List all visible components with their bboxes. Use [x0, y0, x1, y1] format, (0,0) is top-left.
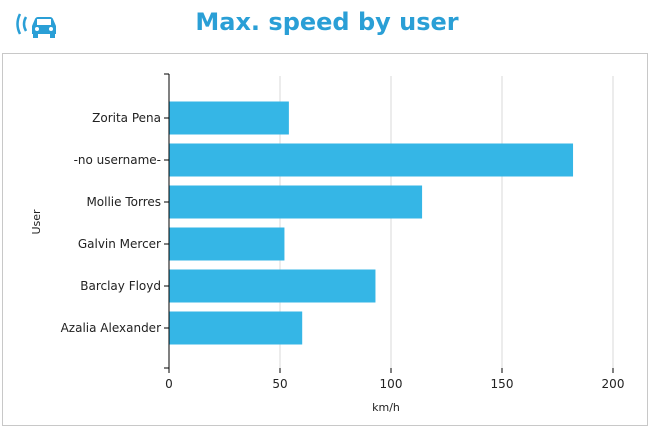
category-label: Barclay Floyd: [80, 279, 161, 293]
bar: [169, 227, 285, 261]
x-tick-label: 100: [380, 377, 403, 391]
bar: [169, 143, 574, 177]
car-signal-icon: [16, 13, 56, 38]
x-tick-label: 0: [165, 377, 173, 391]
bar: [169, 185, 423, 219]
chart-panel: [2, 53, 648, 426]
page-title: Max. speed by user: [195, 8, 459, 36]
x-tick-label: 150: [491, 377, 514, 391]
bar: [169, 269, 376, 303]
x-axis-title: km/h: [372, 401, 400, 414]
y-axis-title: User: [30, 209, 43, 235]
category-label: Galvin Mercer: [78, 237, 161, 251]
category-label: Zorita Pena: [92, 111, 161, 125]
x-tick-label: 200: [602, 377, 625, 391]
category-label: -no username-: [74, 153, 161, 167]
category-label: Mollie Torres: [86, 195, 161, 209]
category-label: Azalia Alexander: [61, 321, 161, 335]
bar: [169, 101, 289, 135]
bar: [169, 311, 303, 345]
x-tick-label: 50: [272, 377, 287, 391]
